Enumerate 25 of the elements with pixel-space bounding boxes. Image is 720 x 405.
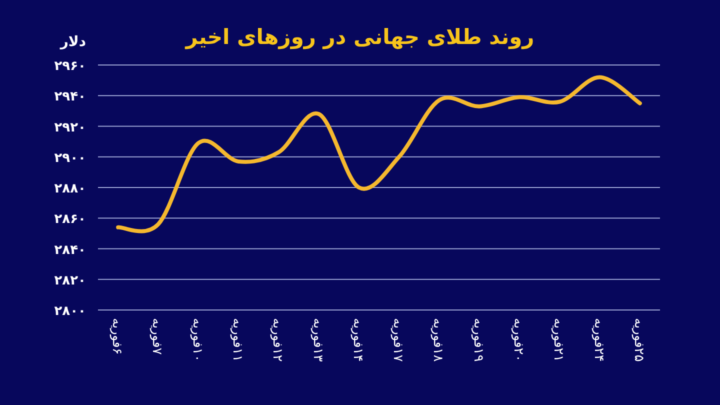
x-tick-label: ۱۳فوریه [310,318,325,362]
y-tick-label: ۲۸۸۰ [54,182,86,196]
x-tick-label: ۲۰فوریه [510,318,526,362]
x-tick-label: ۲۵فوریه [630,318,646,362]
x-tick-label: ۱۲فوریه [270,318,285,362]
x-tick-label: ۲۴فوریه [590,318,606,362]
y-tick-label: ۲۸۰۰ [54,304,86,319]
x-tick-label: ۲۱فوریه [550,318,566,362]
y-axis-title: دلار [59,34,86,50]
y-tick-label: ۲۸۲۰ [54,273,86,288]
y-tick-label: ۲۹۲۰ [54,120,86,136]
y-tick-label: ۲۸۶۰ [54,212,86,228]
x-tick-label: ۷فوریه [149,318,164,355]
x-tick-label: ۱۷فوریه [390,318,406,362]
x-tick-label: ۶فوریه [109,318,124,355]
x-tick-label: ۱۴فوریه [350,318,365,362]
y-tick-label: ۲۸۴۰ [54,242,86,258]
x-tick-label: ۱۱فوریه [230,318,244,362]
y-tick-label: ۲۹۴۰ [54,90,86,105]
x-tick-label: ۱۸فوریه [430,318,446,362]
x-tick-label: ۱۹فوریه [470,318,486,362]
chart-title: روند طلای جهانی در روزهای اخیر [184,25,534,50]
x-tick-label: ۱۰فوریه [189,318,204,362]
y-tick-label: ۲۹۶۰ [54,59,86,74]
y-tick-label: ۲۹۰۰ [54,150,86,166]
